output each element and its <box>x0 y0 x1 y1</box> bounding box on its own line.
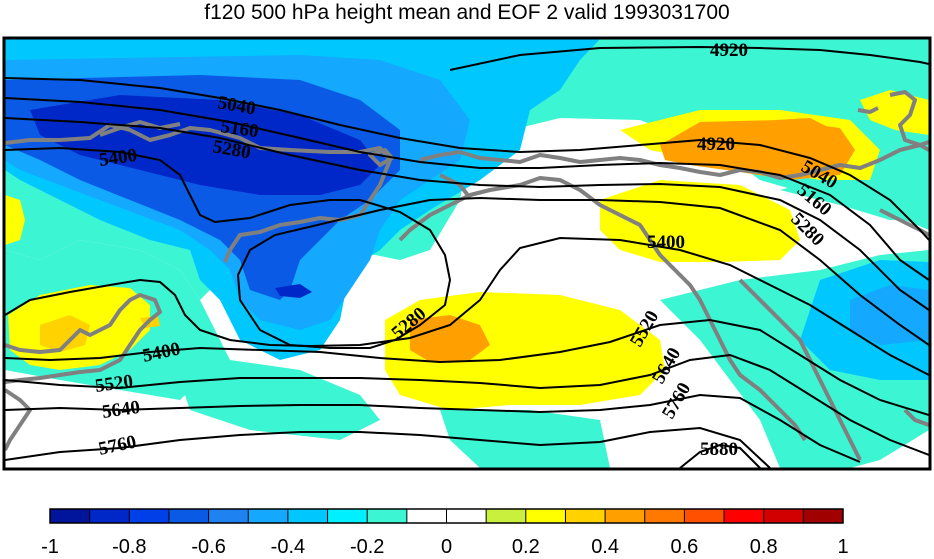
colorbar-swatch <box>525 509 566 523</box>
colorbar-tick-label: 1 <box>837 536 849 558</box>
colorbar-swatch <box>168 509 210 523</box>
contour-label-4920-top: 4920 <box>710 40 748 61</box>
colorbar-swatch <box>367 509 408 523</box>
colorbar-swatch <box>763 509 804 523</box>
colorbar-tick-label: 0.6 <box>670 536 699 558</box>
colorbar-tick-label: 0.4 <box>591 536 619 558</box>
colorbar-tick-label: 0 <box>440 536 453 558</box>
colorbar-tick-label: 0.8 <box>749 536 778 558</box>
contour-label-5160-west: 5160 <box>219 116 260 142</box>
colorbar-tick-label: -0.8 <box>112 536 147 558</box>
colorbar-tick-label: -0.6 <box>191 536 226 558</box>
colorbar-swatch <box>406 509 447 523</box>
colorbar-swatch <box>605 509 646 523</box>
colorbar-swatch <box>803 509 844 523</box>
colorbar-frame <box>49 508 844 524</box>
contour-label-5880: 5880 <box>700 439 738 460</box>
map-panel: 4920 4920 5040 5040 5160 5160 5280 5280 … <box>2 36 932 471</box>
contour-label-5520-west: 5520 <box>94 371 135 397</box>
colorbar-swatch <box>446 509 487 523</box>
shading-darkblue <box>30 95 380 298</box>
plot-title: f120 500 hPa height mean and EOF 2 valid… <box>204 1 730 24</box>
colorbar-swatch <box>565 509 606 523</box>
height-contours <box>5 45 929 468</box>
colorbar-tick-label: -0.4 <box>270 536 306 558</box>
colorbar-swatch <box>50 509 91 523</box>
colorbar-swatch <box>644 509 685 523</box>
colorbar-swatch <box>129 509 170 523</box>
contour-label-5640-west: 5640 <box>101 397 142 423</box>
contour-label-4920-east: 4920 <box>697 134 735 155</box>
colorbar-tick-label: -1 <box>41 536 59 558</box>
colorbar-tick-label: 0.2 <box>511 536 540 558</box>
colorbar-swatch <box>208 509 249 523</box>
colorbar-swatch <box>287 509 329 523</box>
contour-label-5400-east: 5400 <box>647 232 685 253</box>
colorbar-swatch <box>327 509 368 523</box>
colorbar-swatch <box>486 509 527 523</box>
colorbar-tick-label: -0.2 <box>349 536 385 558</box>
contour-label-5400-west: 5400 <box>98 145 139 171</box>
colorbar-swatch <box>684 509 725 523</box>
colorbar-swatch <box>724 509 765 523</box>
colorbar <box>49 508 844 524</box>
map-frame <box>2 36 932 471</box>
colorbar-swatch <box>89 509 130 523</box>
colorbar-swatch <box>248 509 289 523</box>
